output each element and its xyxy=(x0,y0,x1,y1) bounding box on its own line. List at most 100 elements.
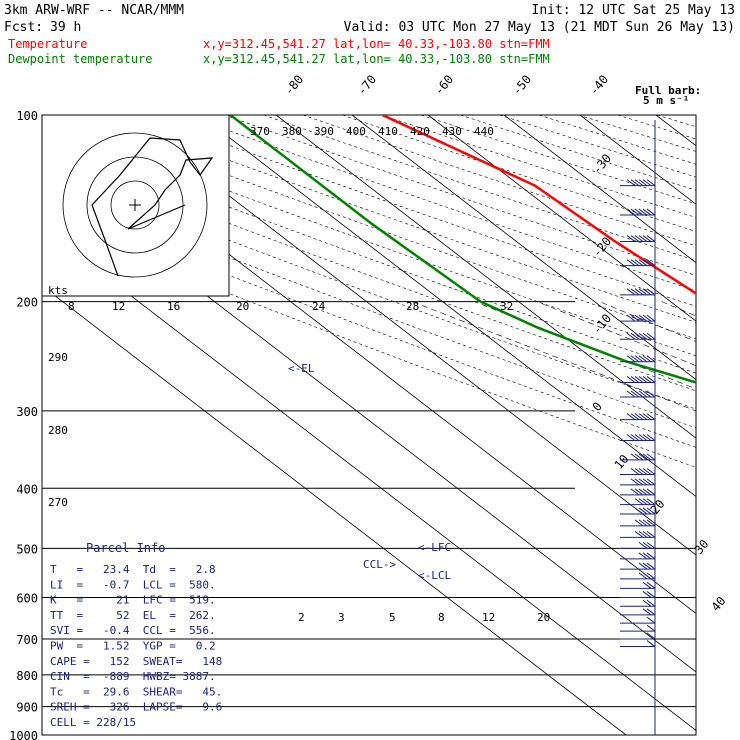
temperature-location: x,y=312.45,541.27 lat,lon= 40.33,-103.80… xyxy=(203,37,550,51)
hodograph-trace xyxy=(91,137,214,277)
isotherm-line xyxy=(42,226,696,731)
hodograph-speed-label: 20 xyxy=(236,300,249,313)
wind-barb xyxy=(620,552,656,560)
dry-adiabat xyxy=(224,115,696,276)
moist-adiabat xyxy=(661,301,696,317)
wind-barb xyxy=(620,355,656,363)
forecast-label: Fcst: xyxy=(4,20,43,35)
moist-adiabat xyxy=(599,301,696,342)
parcel-row: SREH = 326 LAPSE= 9.6 xyxy=(50,701,222,714)
isotherm-label: 0 xyxy=(590,399,605,414)
init-time: Init: 12 UTC Sat 25 May 13 xyxy=(532,3,736,18)
isotherm-line xyxy=(199,115,696,498)
dry-adiabat xyxy=(342,115,696,232)
barb-key-title: Full barb: xyxy=(635,84,701,97)
wind-barb xyxy=(620,235,656,243)
wind-barb xyxy=(620,530,656,538)
dry-adiabat xyxy=(42,218,696,468)
hodograph-speed-label: 8 xyxy=(68,300,75,313)
theta-label: 400 xyxy=(346,125,366,138)
isotherm-line xyxy=(351,115,696,381)
theta-label: 420 xyxy=(410,125,430,138)
pressure-tick-label: 100 xyxy=(16,109,38,123)
temperature-legend: Temperature xyxy=(8,37,87,51)
theta-label: 390 xyxy=(314,125,334,138)
isotherm-line xyxy=(42,285,627,735)
wind-barb xyxy=(620,591,656,598)
dewpoint-profile xyxy=(229,115,696,384)
temperature-profile xyxy=(381,115,696,295)
hodograph-speed-label: 12 xyxy=(112,300,125,313)
pressure-tick-label: 900 xyxy=(16,701,38,715)
pressure-tick-label: 700 xyxy=(16,633,38,647)
hodograph-units: kts xyxy=(48,284,68,297)
pressure-tick-label: 200 xyxy=(16,296,38,310)
hodograph-ring xyxy=(62,132,208,278)
wind-barb xyxy=(620,208,656,216)
dry-adiabat xyxy=(263,115,696,261)
isotherm-line xyxy=(123,115,696,556)
wind-barb xyxy=(620,478,656,486)
forecast-hour: 39 h xyxy=(50,20,81,35)
pressure-tick-label: 500 xyxy=(16,542,38,556)
dry-adiabat xyxy=(302,115,696,247)
moist-adiabat xyxy=(474,301,696,390)
wind-barb xyxy=(620,376,656,383)
wind-barb xyxy=(620,519,656,527)
wind-barb xyxy=(620,259,656,267)
wind-barb xyxy=(620,562,656,570)
isotherm-label: -10 xyxy=(590,311,615,337)
dry-adiabat xyxy=(460,115,696,191)
hodograph-speed-label: 24 xyxy=(312,300,326,313)
wind-barb xyxy=(620,608,656,616)
wind-barb xyxy=(620,624,656,632)
wind-barb xyxy=(620,288,656,296)
dry-adiabat xyxy=(145,115,696,307)
isotherm-line xyxy=(579,115,696,205)
wind-barb xyxy=(620,468,656,475)
dry-adiabat xyxy=(696,115,740,735)
moist-adiabat xyxy=(724,302,740,735)
isotherm-line xyxy=(503,115,696,264)
wind-barb xyxy=(620,314,656,322)
parcel-level-annotation: <-LFC xyxy=(418,541,451,554)
isotherm-label: -70 xyxy=(355,72,380,98)
hodograph-ring xyxy=(110,180,160,230)
mixing-ratio-label: 3 xyxy=(338,611,345,624)
mixing-ratio-label: 8 xyxy=(438,611,445,624)
theta-left-label: 280 xyxy=(48,424,68,437)
wind-barb xyxy=(620,632,656,640)
isotherm-label: -50 xyxy=(510,72,535,98)
wind-barb xyxy=(620,599,656,607)
parcel-row: SVI = -0.4 CCL = 556. xyxy=(50,624,216,637)
dry-adiabat xyxy=(42,201,696,448)
isotherm-line xyxy=(655,115,696,147)
pressure-tick-label: 1000 xyxy=(9,729,38,740)
dewpoint-location: x,y=312.45,541.27 lat,lon= 40.33,-103.80… xyxy=(203,52,550,66)
moist-adiabat xyxy=(536,301,696,366)
dry-adiabat xyxy=(381,115,696,218)
wind-barb xyxy=(620,179,656,187)
isotherm-line xyxy=(732,115,740,735)
wind-barb xyxy=(620,390,656,398)
wind-barb xyxy=(620,581,656,589)
wind-barb xyxy=(620,616,656,624)
theta-label: 380 xyxy=(282,125,302,138)
theta-left-label: 290 xyxy=(48,351,68,364)
mixing-ratio-label: 20 xyxy=(537,611,550,624)
isotherm-line xyxy=(275,115,696,439)
mixing-ratio-label: 12 xyxy=(482,611,495,624)
pressure-tick-label: 600 xyxy=(16,591,38,605)
hodograph-speed-label: 28 xyxy=(406,300,419,313)
wind-barb xyxy=(620,453,656,461)
parcel-level-annotation: <-LCL xyxy=(418,569,451,582)
dry-adiabat xyxy=(42,184,696,429)
moist-adiabat xyxy=(411,301,696,412)
theta-label: 410 xyxy=(378,125,398,138)
parcel-row: K = 21 LFC = 519. xyxy=(50,594,216,607)
dewpoint-legend: Dewpoint temperature xyxy=(8,52,153,66)
wind-barb xyxy=(620,507,656,515)
wind-barb xyxy=(620,332,656,340)
wind-barb xyxy=(620,640,656,648)
parcel-row: CAPE = 152 SWEAT= 148 xyxy=(50,655,222,668)
